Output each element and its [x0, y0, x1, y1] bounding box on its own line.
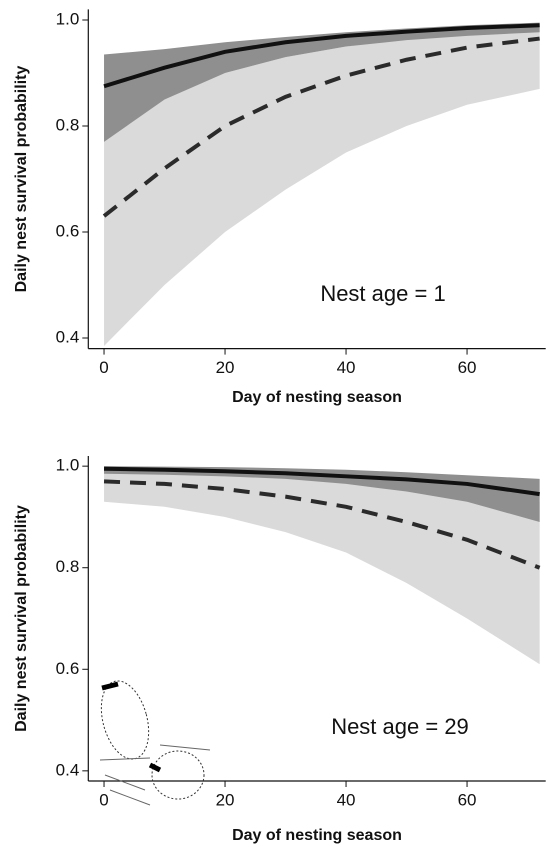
annotation: Nest age = 29 — [331, 714, 469, 739]
confidence-band — [104, 22, 540, 142]
y-tick-label: 0.4 — [56, 327, 80, 346]
y-tick-label: 0.8 — [56, 115, 80, 134]
x-tick-label: 0 — [99, 790, 108, 809]
x-axis-label: Day of nesting season — [232, 827, 402, 844]
y-tick-label: 0.8 — [56, 557, 80, 576]
y-tick-label: 0.4 — [56, 760, 80, 779]
panel: 0.4 0.6 0.8 1.0 0 20 40 60 Day of nesting season… — [13, 9, 546, 406]
y-tick-label: 0.6 — [56, 659, 80, 678]
y-axis-label: Daily nest survival probability — [13, 66, 30, 293]
y-tick-label: 1.0 — [56, 9, 80, 28]
y-tick-label: 0.6 — [56, 221, 80, 240]
data-line — [103, 466, 540, 497]
panel: 0.4 0.6 0.8 1.0 0 20 40 60 Day of nesting season… — [13, 456, 546, 844]
x-tick-label: 60 — [458, 790, 477, 809]
x-tick-label: 60 — [458, 358, 477, 377]
data-line — [102, 36, 540, 218]
x-tick-label: 20 — [216, 358, 235, 377]
x-tick-label: 40 — [337, 358, 356, 377]
confidence-band — [104, 27, 540, 346]
cactus-illustration — [99, 680, 211, 806]
data-line — [103, 479, 541, 570]
x-tick-label: 20 — [216, 790, 235, 809]
x-tick-label: 0 — [99, 358, 108, 377]
y-axis-label: Daily nest survival probability — [13, 505, 30, 732]
x-tick-label: 40 — [337, 790, 356, 809]
annotation: Nest age = 1 — [320, 281, 445, 306]
y-tick-label: 1.0 — [56, 456, 80, 475]
confidence-band — [104, 471, 540, 665]
x-axis-label: Day of nesting season — [232, 389, 402, 406]
data-line — [103, 23, 540, 89]
